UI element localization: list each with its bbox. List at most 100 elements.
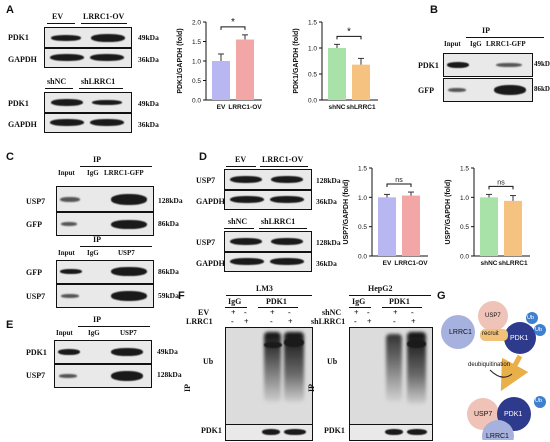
label-usp7: USP7 xyxy=(26,197,46,206)
label-input: Input xyxy=(56,329,73,337)
bar xyxy=(402,195,420,256)
diagram-usp7: USP7 xyxy=(485,313,501,319)
blot-b-gfp xyxy=(443,78,533,102)
band xyxy=(90,119,124,126)
band xyxy=(91,34,125,42)
label-lrrc1-gfp: LRRC1-GFP xyxy=(104,169,144,177)
diagram-pdk1: PDK1 xyxy=(504,411,523,418)
chart-usp7-ov: 0.0 0.5 1.0 1.5 USP7/GAPDH (fold) EV LRRC1-OV n… xyxy=(343,166,428,268)
label-gfp: GFP xyxy=(418,86,434,95)
y-tick-label: 1.0 xyxy=(192,59,201,66)
y-tick-label: 0.0 xyxy=(460,254,469,261)
lrrc1-node xyxy=(482,420,514,440)
sign-plus: + xyxy=(231,308,236,317)
band xyxy=(90,54,124,61)
band xyxy=(50,119,84,126)
label-igg: IgG xyxy=(88,329,100,337)
y-tick-label: 0.5 xyxy=(192,78,201,85)
label-shnc: shNC xyxy=(228,217,248,226)
band xyxy=(60,269,82,274)
band xyxy=(92,100,122,105)
label-ev: EV xyxy=(198,308,210,317)
significance-bracket xyxy=(336,35,362,40)
label-gapdh: GAPDH xyxy=(196,259,225,268)
blot-a-gapdh xyxy=(44,48,132,68)
label-hepg2: HepG2 xyxy=(368,284,393,293)
label-ub: Ub xyxy=(203,357,214,366)
category-label: LRRC1-OV xyxy=(228,104,262,111)
label-ub: Ub xyxy=(327,357,338,366)
band xyxy=(271,238,303,245)
band xyxy=(111,348,143,356)
sign-plus: + xyxy=(270,308,275,317)
significance-label: ns xyxy=(497,179,505,186)
diagram-ub: Ub xyxy=(527,315,535,321)
label-gfp: GFP xyxy=(26,268,42,277)
label-lrrc1: LRRC1 xyxy=(186,317,213,326)
band xyxy=(448,88,466,92)
label-lm3: LM3 xyxy=(256,284,273,293)
deub-arrow xyxy=(489,369,513,378)
label-usp7: USP7 xyxy=(118,249,135,257)
label-pdk1: PDK1 xyxy=(26,348,47,357)
band xyxy=(385,429,403,435)
category-label: shNC xyxy=(481,260,498,267)
band xyxy=(111,220,147,229)
label-input: Input xyxy=(58,249,75,257)
band xyxy=(271,176,303,183)
underline-ip xyxy=(80,246,152,247)
underline-shnc xyxy=(45,88,73,89)
underline-igg xyxy=(349,307,371,308)
smear xyxy=(407,332,426,404)
kda-49: 49kDa xyxy=(157,347,178,356)
blot-a-gapdh-sh xyxy=(44,113,132,133)
kda-49: 49kDa xyxy=(138,99,159,108)
diagram-pdk1: PDK1 xyxy=(510,335,529,342)
y-tick-label: 1.0 xyxy=(358,195,367,202)
label-pdk1: PDK1 xyxy=(418,61,439,70)
y-tick-label: 0.0 xyxy=(192,98,201,105)
label-usp7: USP7 xyxy=(120,329,137,337)
band xyxy=(494,85,526,95)
ub-node xyxy=(526,312,538,324)
band xyxy=(264,342,282,348)
kda-128: 128kDa xyxy=(316,176,341,185)
diagram-deubiquitination: deubiquitination xyxy=(468,362,511,368)
band xyxy=(407,340,426,348)
band xyxy=(230,196,264,203)
sign-minus: - xyxy=(244,308,247,317)
ub-node xyxy=(534,324,546,336)
band xyxy=(51,99,83,106)
blot-f-hepg2-ub xyxy=(349,327,433,425)
y-tick-label: 0.0 xyxy=(308,98,317,105)
label-igg: IgG xyxy=(87,169,99,177)
blot-c-gfp xyxy=(56,212,154,236)
band xyxy=(262,429,280,435)
category-label: shLRRC1 xyxy=(498,260,528,267)
band xyxy=(111,291,147,301)
kda-128: 128kDa xyxy=(316,238,341,247)
blot-c-gfp2 xyxy=(56,260,154,284)
y-tick-label: 0.5 xyxy=(308,72,317,79)
panel-label-g: G xyxy=(437,290,446,302)
kda-86: 86kDa xyxy=(158,219,179,228)
label-input: Input xyxy=(58,169,75,177)
label-igg: IgG xyxy=(352,297,366,306)
panel-label-a: A xyxy=(6,4,14,16)
blot-f-lm3-pdk1 xyxy=(225,424,313,441)
category-label: shNC xyxy=(329,104,346,111)
label-shnc: shNC xyxy=(322,308,342,317)
label-pdk1: PDK1 xyxy=(8,33,29,42)
label-ip-vertical: IP xyxy=(307,384,316,392)
band xyxy=(51,35,81,41)
kda-36: 36kDa xyxy=(138,55,159,64)
diagram-ub: Ub xyxy=(535,398,543,404)
pdk1-node xyxy=(504,322,536,354)
band xyxy=(111,371,143,381)
sign-minus: - xyxy=(411,308,414,317)
sign-plus: + xyxy=(367,317,372,326)
sign-minus: - xyxy=(354,317,357,326)
label-shnc: shNC xyxy=(47,77,67,86)
kda-128: 128kDa xyxy=(158,196,183,205)
